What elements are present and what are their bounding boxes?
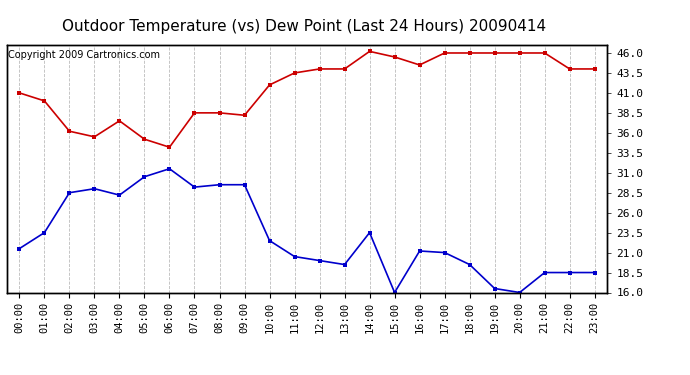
- Text: Outdoor Temperature (vs) Dew Point (Last 24 Hours) 20090414: Outdoor Temperature (vs) Dew Point (Last…: [61, 19, 546, 34]
- Text: Copyright 2009 Cartronics.com: Copyright 2009 Cartronics.com: [8, 50, 160, 60]
